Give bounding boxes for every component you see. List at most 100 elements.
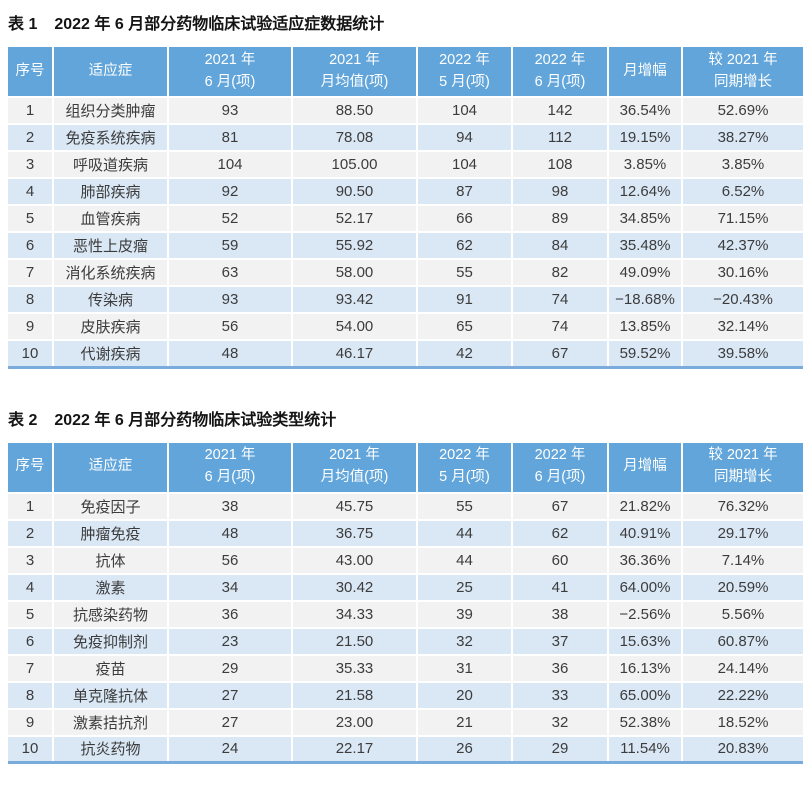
table-row: 1 组织分类肿瘤 93 88.50 104 142 36.54% 52.69% [8,96,803,125]
cell-yoy-growth: 39.58% [681,339,803,369]
cell-avg-2021: 54.00 [291,312,418,341]
cell-avg-2021: 21.58 [291,680,418,710]
cell-indication: 疫苗 [52,653,169,683]
cell-index: 3 [8,150,54,179]
table2-caption: 表 2 2022 年 6 月部分药物临床试验类型统计 [8,406,803,430]
table-row: 9 皮肤疾病 56 54.00 65 74 13.85% 32.14% [8,312,803,341]
cell-jun-2021: 23 [167,626,293,656]
cell-mom-growth: 21.82% [607,491,683,521]
cell-jun-2022: 82 [511,258,609,287]
cell-index: 5 [8,204,54,233]
table-row: 7 消化系统疾病 63 58.00 55 82 49.09% 30.16% [8,258,803,287]
cell-yoy-growth: 18.52% [681,707,803,737]
cell-may-2022: 26 [416,734,513,764]
cell-yoy-growth: 42.37% [681,231,803,260]
cell-jun-2022: 84 [511,231,609,260]
column-header-mom-growth: 月增幅 [607,47,683,98]
table1-label: 表 1 [8,16,38,33]
cell-avg-2021: 58.00 [291,258,418,287]
cell-indication: 免疫抑制剂 [52,626,169,656]
cell-index: 7 [8,258,54,287]
table1-caption: 表 1 2022 年 6 月部分药物临床试验适应症数据统计 [8,10,803,34]
cell-indication: 消化系统疾病 [52,258,169,287]
cell-indication: 激素拮抗剂 [52,707,169,737]
cell-indication: 代谢疾病 [52,339,169,369]
cell-jun-2022: 89 [511,204,609,233]
cell-avg-2021: 78.08 [291,123,418,152]
cell-may-2022: 91 [416,285,513,314]
cell-index: 2 [8,123,54,152]
table-row: 3 抗体 56 43.00 44 60 36.36% 7.14% [8,545,803,575]
cell-jun-2022: 33 [511,680,609,710]
cell-jun-2022: 108 [511,150,609,179]
cell-avg-2021: 105.00 [291,150,418,179]
cell-indication: 抗炎药物 [52,734,169,764]
column-header-indication: 适应症 [52,442,169,494]
cell-index: 8 [8,285,54,314]
cell-yoy-growth: 52.69% [681,96,803,125]
cell-jun-2021: 59 [167,231,293,260]
table-row: 3 呼吸道疾病 104 105.00 104 108 3.85% 3.85% [8,150,803,179]
cell-jun-2021: 81 [167,123,293,152]
cell-mom-growth: −18.68% [607,285,683,314]
cell-indication: 抗感染药物 [52,599,169,629]
table-row: 5 抗感染药物 36 34.33 39 38 −2.56% 5.56% [8,599,803,629]
cell-may-2022: 31 [416,653,513,683]
table-row: 10 代谢疾病 48 46.17 42 67 59.52% 39.58% [8,339,803,369]
table-row: 6 免疫抑制剂 23 21.50 32 37 15.63% 60.87% [8,626,803,656]
cell-may-2022: 87 [416,177,513,206]
cell-avg-2021: 45.75 [291,491,418,521]
column-header-yoy-growth: 较 2021 年同期增长 [681,442,803,494]
cell-avg-2021: 22.17 [291,734,418,764]
cell-jun-2022: 74 [511,312,609,341]
cell-mom-growth: 52.38% [607,707,683,737]
cell-avg-2021: 46.17 [291,339,418,369]
cell-mom-growth: 11.54% [607,734,683,764]
table-row: 7 疫苗 29 35.33 31 36 16.13% 24.14% [8,653,803,683]
cell-indication: 激素 [52,572,169,602]
cell-jun-2022: 112 [511,123,609,152]
cell-jun-2022: 37 [511,626,609,656]
cell-jun-2022: 36 [511,653,609,683]
cell-may-2022: 20 [416,680,513,710]
cell-jun-2022: 67 [511,491,609,521]
cell-jun-2022: 98 [511,177,609,206]
cell-may-2022: 55 [416,491,513,521]
cell-jun-2021: 92 [167,177,293,206]
table1-section: 表 1 2022 年 6 月部分药物临床试验适应症数据统计 序号 适应症 2021 年… [8,10,803,369]
cell-mom-growth: −2.56% [607,599,683,629]
cell-may-2022: 25 [416,572,513,602]
cell-mom-growth: 34.85% [607,204,683,233]
column-header-avg-2021: 2021 年月均值(项) [291,47,418,98]
cell-index: 4 [8,572,54,602]
cell-index: 6 [8,626,54,656]
cell-jun-2021: 48 [167,518,293,548]
cell-may-2022: 42 [416,339,513,369]
cell-mom-growth: 59.52% [607,339,683,369]
cell-may-2022: 39 [416,599,513,629]
cell-avg-2021: 21.50 [291,626,418,656]
table2-body: 1 免疫因子 38 45.75 55 67 21.82% 76.32% 2 肿瘤免疫 48 36.75… [8,491,803,764]
cell-mom-growth: 40.91% [607,518,683,548]
document-page: 表 1 2022 年 6 月部分药物临床试验适应症数据统计 序号 适应症 2021 年… [8,10,803,764]
cell-yoy-growth: 5.56% [681,599,803,629]
cell-mom-growth: 13.85% [607,312,683,341]
cell-index: 8 [8,680,54,710]
cell-mom-growth: 49.09% [607,258,683,287]
cell-jun-2021: 27 [167,707,293,737]
table-row: 6 恶性上皮瘤 59 55.92 62 84 35.48% 42.37% [8,231,803,260]
cell-index: 2 [8,518,54,548]
cell-indication: 恶性上皮瘤 [52,231,169,260]
cell-avg-2021: 30.42 [291,572,418,602]
cell-may-2022: 55 [416,258,513,287]
cell-yoy-growth: 76.32% [681,491,803,521]
cell-index: 7 [8,653,54,683]
cell-indication: 呼吸道疾病 [52,150,169,179]
column-header-yoy-growth: 较 2021 年同期增长 [681,47,803,98]
cell-indication: 肺部疾病 [52,177,169,206]
